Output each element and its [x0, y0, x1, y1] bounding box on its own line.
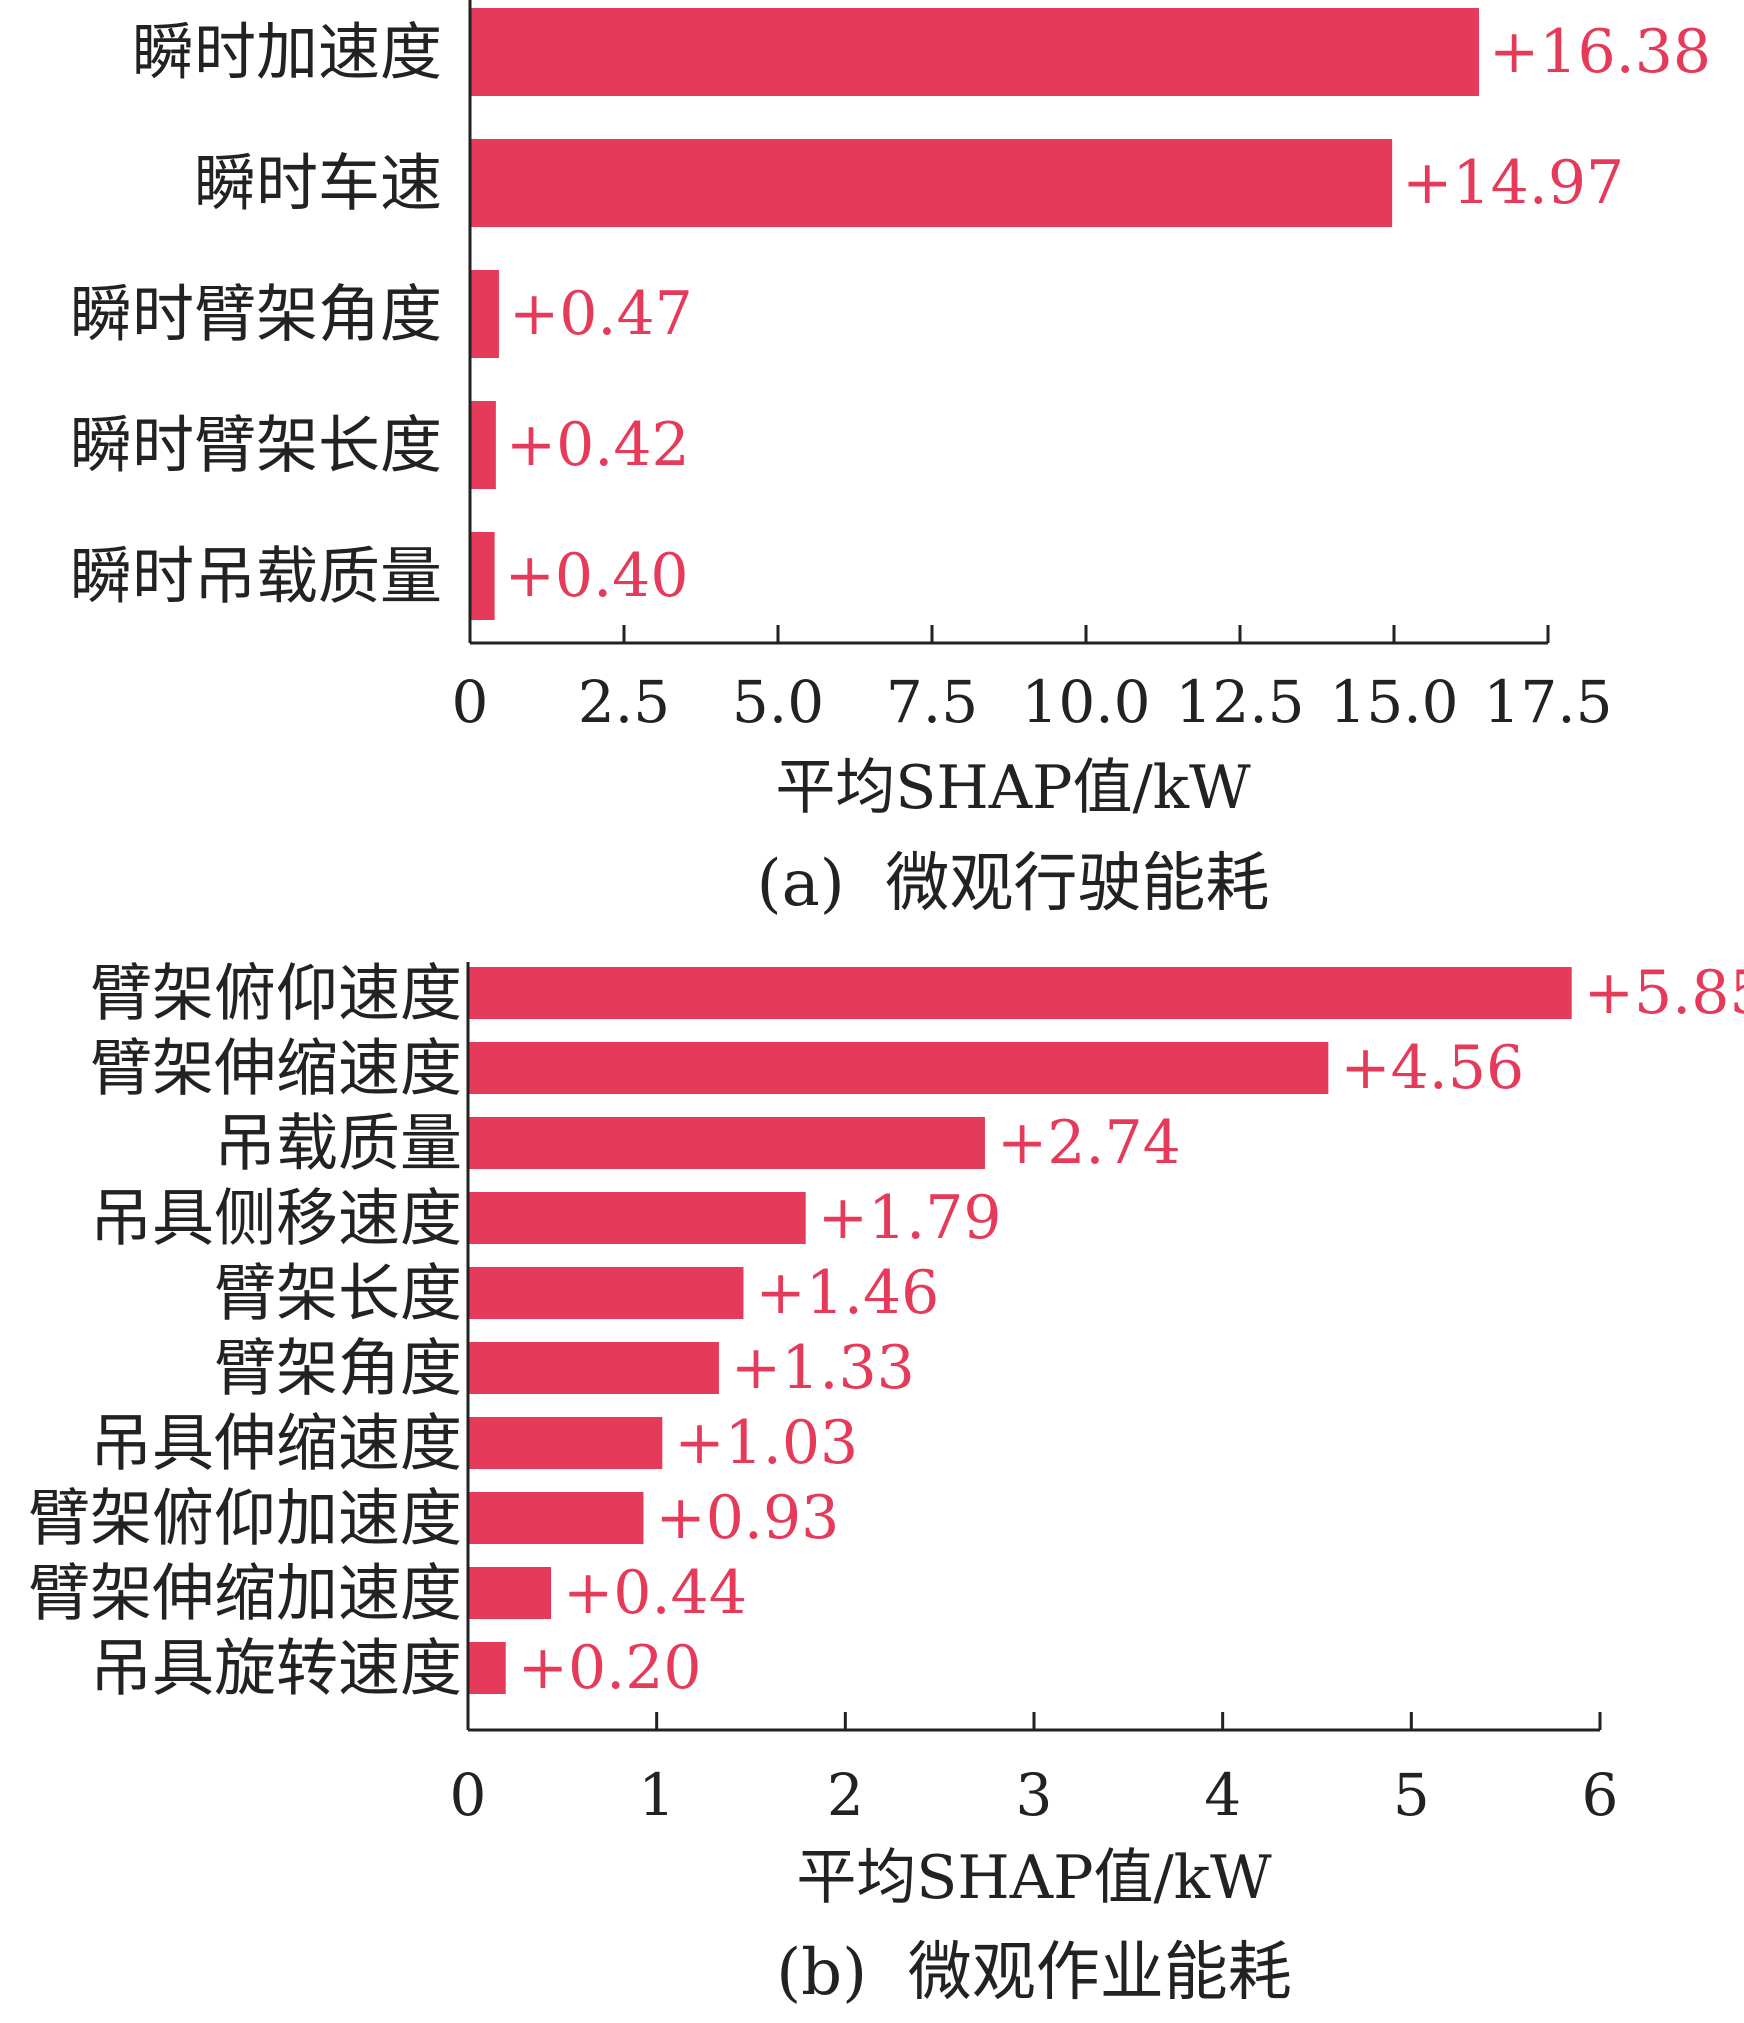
- panel-b-category-label-3: 吊载质量: [214, 1107, 462, 1180]
- panel-b-value-label-3: +2.74: [997, 1108, 1181, 1178]
- panel-a-category-label-3: 瞬时臂架角度: [70, 278, 442, 351]
- panel-a-bar-1: [470, 8, 1480, 96]
- panel-b-bar-1: [468, 967, 1572, 1019]
- panel-b-category-label-5: 臂架长度: [214, 1257, 462, 1330]
- panel-b-category-label-10: 吊具旋转速度: [90, 1632, 462, 1705]
- panel-b-value-label-2: +4.56: [1340, 1033, 1524, 1103]
- panel-b-bar-3: [468, 1117, 985, 1169]
- panel-b-x-tick-label-5: 4: [1204, 1761, 1241, 1829]
- panel-a-category-label-5: 瞬时吊载质量: [70, 540, 442, 613]
- panel-b-category-label-1: 臂架俯仰速度: [90, 957, 462, 1030]
- panel-a-caption: (a) 微观行驶能耗: [757, 847, 1270, 921]
- panel-b-bar-4: [468, 1192, 806, 1244]
- panel-b-x-tick-label-4: 3: [1016, 1761, 1053, 1829]
- panel-b-bar-9: [468, 1567, 552, 1619]
- panel-b-x-tick-label-3: 2: [827, 1761, 864, 1829]
- panel-b-value-label-6: +1.33: [731, 1333, 915, 1403]
- panel-b-value-label-7: +1.03: [674, 1408, 858, 1478]
- panel-b-bar-5: [468, 1267, 744, 1319]
- panel-b-category-label-6: 臂架角度: [214, 1332, 462, 1405]
- panel-b-x-axis-label: 平均SHAP值/kW: [796, 1843, 1272, 1913]
- panel-a-value-label-5: +0.40: [505, 541, 689, 611]
- panel-a-x-axis-label: 平均SHAP值/kW: [775, 753, 1251, 823]
- panel-a-value-label-1: +16.38: [1489, 17, 1711, 87]
- panel-b-bar-10: [468, 1642, 506, 1694]
- panel-b-value-label-4: +1.79: [818, 1183, 1002, 1253]
- panel-b-bar-8: [468, 1492, 644, 1544]
- panel-a-value-label-4: +0.42: [506, 410, 690, 480]
- panel-a-chart: +16.38 瞬时加速度 +14.97 瞬时车速 +0.47 瞬时臂架角度 +0.42 瞬时臂…: [70, 0, 1711, 921]
- panel-a-value-label-2: +14.97: [1402, 148, 1624, 218]
- panel-a-category-label-4: 瞬时臂架长度: [70, 409, 442, 482]
- panel-b-caption: (b) 微观作业能耗: [776, 1936, 1292, 2010]
- panel-b-axes: 0 1 2 3 4 5 6: [450, 962, 1619, 1829]
- panel-a-bar-4: [470, 401, 496, 489]
- panel-a-x-tick-label-7: 15.0: [1329, 668, 1458, 736]
- panel-a-x-tick-label-1: 0: [452, 668, 489, 736]
- panel-b-category-label-2: 臂架伸缩速度: [90, 1032, 462, 1105]
- panel-b-x-tick-label-1: 0: [450, 1761, 487, 1829]
- panel-a-axes: 0 2.5 5.0 7.5 10.0 12.5 15.0 17.5: [452, 0, 1613, 736]
- panel-b-value-label-1: +5.85: [1584, 958, 1744, 1028]
- panel-a-x-tick-label-5: 10.0: [1021, 668, 1150, 736]
- panel-b-value-label-8: +0.93: [655, 1483, 839, 1553]
- panel-b-x-tick-label-6: 5: [1393, 1761, 1430, 1829]
- panel-b-value-label-10: +0.20: [518, 1633, 702, 1703]
- panel-a-x-tick-label-2: 2.5: [578, 668, 670, 736]
- panel-a-x-tick-label-4: 7.5: [886, 668, 978, 736]
- panel-a-value-label-3: +0.47: [509, 279, 693, 349]
- panel-a-bars: +16.38 瞬时加速度 +14.97 瞬时车速 +0.47 瞬时臂架角度 +0.42 瞬时臂…: [70, 8, 1711, 620]
- panel-a-bar-3: [470, 270, 499, 358]
- panel-a-x-tick-label-3: 5.0: [732, 668, 824, 736]
- panel-b-category-label-9: 臂架伸缩加速度: [28, 1557, 462, 1630]
- panel-a-bar-2: [470, 139, 1393, 227]
- panel-b-value-label-5: +1.46: [755, 1258, 939, 1328]
- panel-b-category-label-8: 臂架俯仰加速度: [28, 1482, 462, 1555]
- panel-a-x-tick-label-8: 17.5: [1483, 668, 1612, 736]
- panel-b-x-tick-label-7: 6: [1582, 1761, 1619, 1829]
- panel-b-x-tick-label-2: 1: [638, 1761, 675, 1829]
- panel-a-category-label-2: 瞬时车速: [194, 147, 442, 220]
- panel-a-x-tick-label-6: 12.5: [1175, 668, 1304, 736]
- panel-a-category-label-1: 瞬时加速度: [132, 16, 442, 89]
- panel-b-bar-6: [468, 1342, 719, 1394]
- panel-b-value-label-9: +0.44: [563, 1558, 747, 1628]
- panel-b-bar-7: [468, 1417, 663, 1469]
- panel-b-category-label-7: 吊具伸缩速度: [90, 1407, 462, 1480]
- panel-b-bars: +5.85 臂架俯仰速度 +4.56 臂架伸缩速度 +2.74 吊载质量 +1.79 吊具侧移…: [28, 957, 1744, 1705]
- panel-b-chart: +5.85 臂架俯仰速度 +4.56 臂架伸缩速度 +2.74 吊载质量 +1.79 吊具侧移…: [28, 957, 1744, 2011]
- panel-b-bar-2: [468, 1042, 1329, 1094]
- panel-a-bar-5: [470, 532, 495, 620]
- panel-b-category-label-4: 吊具侧移速度: [90, 1182, 462, 1255]
